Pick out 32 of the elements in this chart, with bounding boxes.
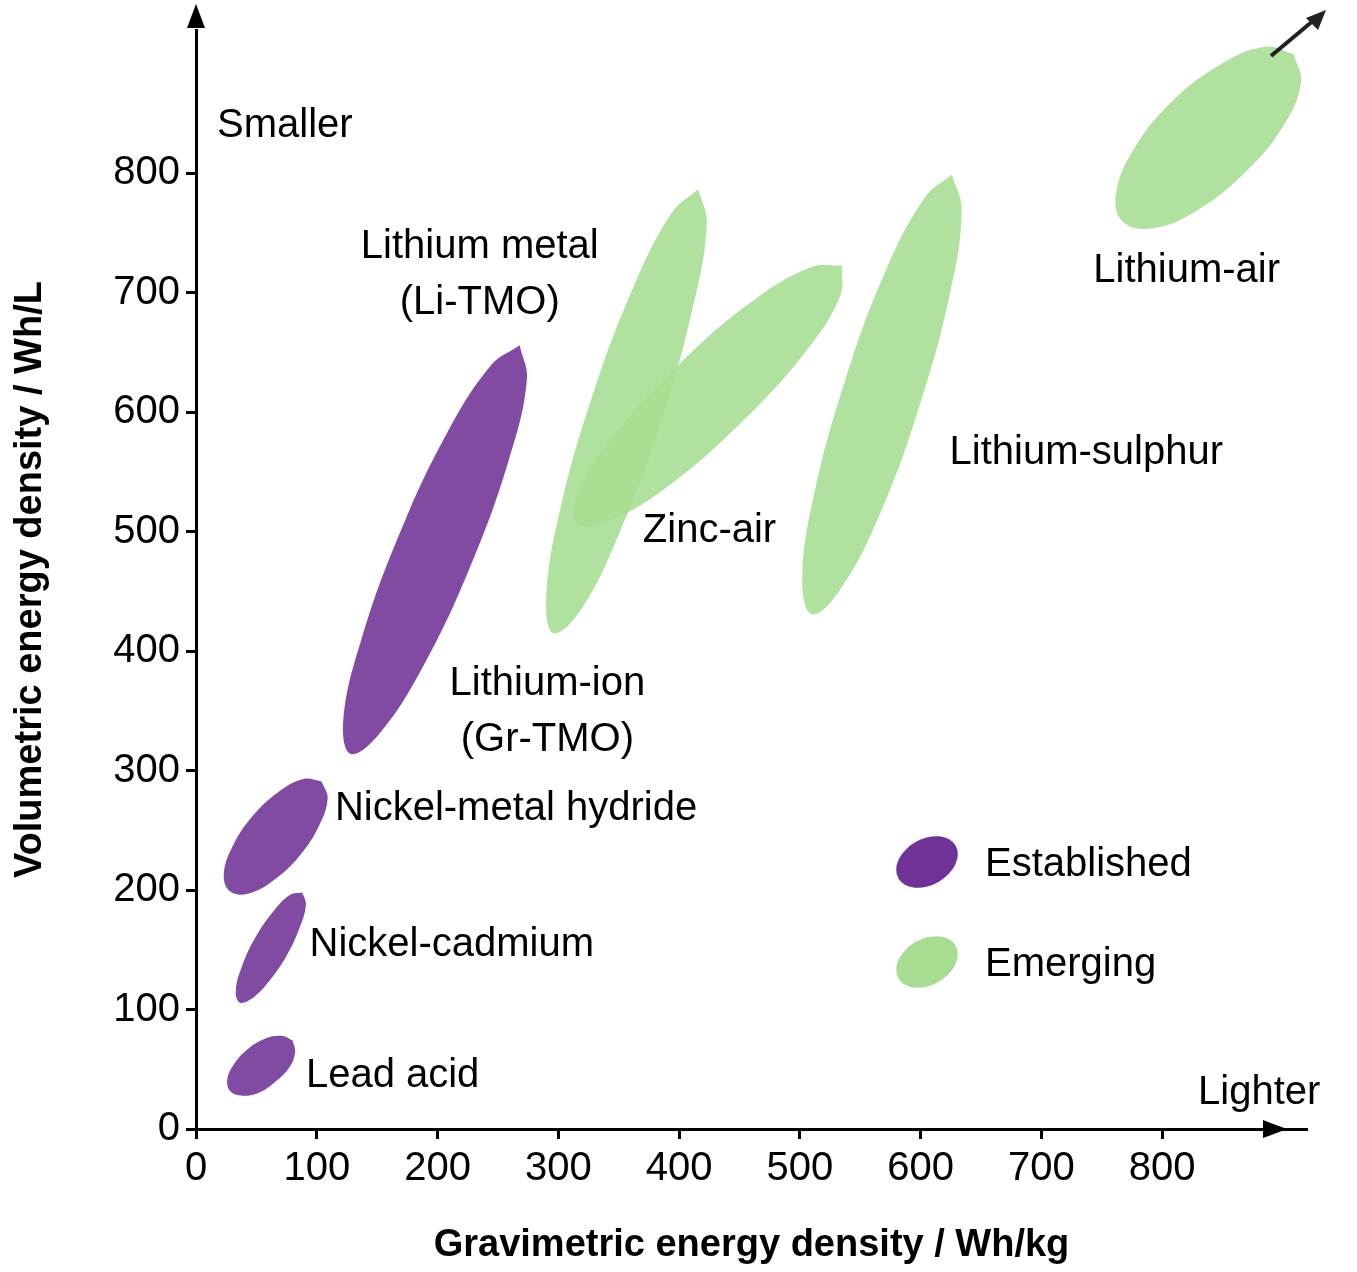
y-tick-label: 0 (157, 1104, 180, 1149)
annotation: Smaller (217, 101, 353, 146)
y-axis-title: Volumetric energy density / Wh/L (7, 281, 50, 878)
y-tick-label: 500 (113, 506, 180, 551)
y-tick-label: 800 (113, 148, 180, 193)
y-tick-label: 400 (113, 626, 180, 671)
y-tick-label: 100 (113, 984, 180, 1029)
x-tick-label: 0 (184, 1144, 208, 1189)
x-tick-label: 500 (766, 1144, 834, 1189)
series-label: Lithium-sulphur (949, 427, 1224, 472)
y-tick-label: 600 (113, 387, 180, 432)
y-tick-label: 300 (113, 745, 180, 790)
x-tick-label: 200 (404, 1144, 471, 1189)
series-label: Nickel-metal hydride (334, 783, 698, 828)
x-tick-label: 300 (524, 1144, 592, 1189)
series-label: Zinc-air (642, 505, 777, 550)
series-label: Lithium-air (1093, 246, 1280, 291)
series-label: Lithium metal (Li-TMO) (360, 221, 599, 322)
x-axis-title: Gravimetric energy density / Wh/kg (433, 1221, 1070, 1264)
x-tick-label: 600 (887, 1144, 954, 1189)
annotation: Established (985, 840, 1192, 885)
x-tick-label: 100 (283, 1144, 351, 1189)
series-label: Lead acid (305, 1051, 480, 1096)
series-label: Nickel-cadmium (309, 920, 595, 965)
annotation: Lighter (1198, 1068, 1321, 1113)
x-tick-label: 700 (1007, 1144, 1075, 1189)
x-tick-label: 400 (645, 1144, 713, 1189)
y-tick-label: 200 (113, 865, 180, 910)
series-label: Lithium-ion (Gr-TMO) (449, 659, 646, 760)
y-tick-label: 700 (113, 267, 180, 312)
x-tick-label: 800 (1128, 1144, 1196, 1189)
annotation: Emerging (985, 940, 1157, 985)
